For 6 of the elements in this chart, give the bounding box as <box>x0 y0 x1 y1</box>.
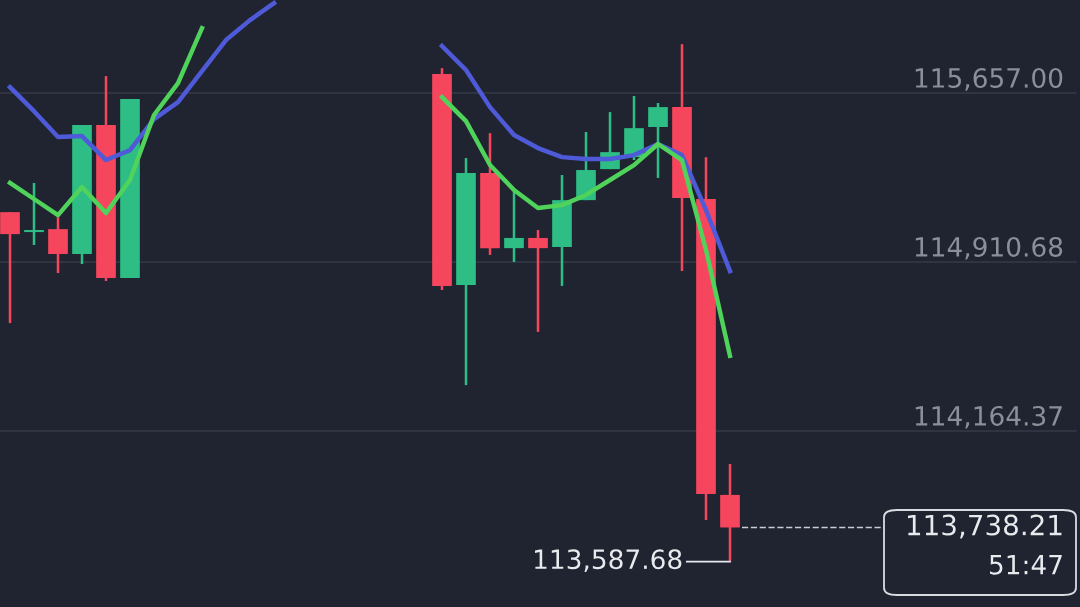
annotation: 113,587.68 <box>535 549 682 572</box>
ref-line-label: 113,738.21 <box>908 514 1062 539</box>
y-tick-label: 114,164.37 <box>915 405 1062 429</box>
y-tick-label: 114,910.68 <box>915 236 1063 260</box>
annotation: 51:47 <box>989 555 1062 575</box>
y-tick-label: 115,657.00 <box>915 67 1063 91</box>
